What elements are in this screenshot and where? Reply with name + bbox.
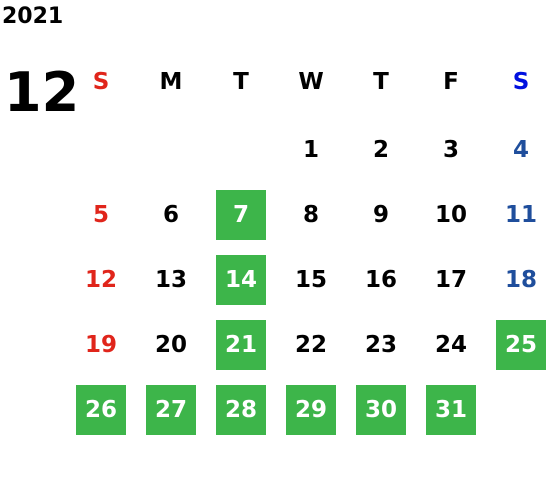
day-cell: 16 bbox=[364, 267, 397, 293]
weekday-label: M bbox=[159, 69, 183, 95]
day-cell: 22 bbox=[294, 332, 327, 358]
weekday-label: F bbox=[443, 69, 459, 95]
day-cell: 11 bbox=[504, 202, 537, 228]
day-cell: 1 bbox=[302, 137, 319, 163]
day-cell: 4 bbox=[512, 137, 529, 163]
weekday-label: T bbox=[373, 69, 389, 95]
year: 2021 bbox=[2, 4, 64, 29]
day-cell: 30 bbox=[356, 385, 406, 435]
day-cell: 17 bbox=[434, 267, 467, 293]
day-cell: 28 bbox=[216, 385, 266, 435]
weekday-label: T bbox=[233, 69, 249, 95]
day-cell: 23 bbox=[364, 332, 397, 358]
weekday-label: S bbox=[512, 69, 530, 95]
day-cell: 5 bbox=[92, 202, 109, 228]
day-cell: 25 bbox=[496, 320, 546, 370]
day-cell: 12 bbox=[84, 267, 117, 293]
day-cell: 10 bbox=[434, 202, 467, 228]
day-cell: 24 bbox=[434, 332, 467, 358]
day-cell: 15 bbox=[294, 267, 327, 293]
day-cell: 13 bbox=[154, 267, 187, 293]
day-cell: 29 bbox=[286, 385, 336, 435]
day-cell: 31 bbox=[426, 385, 476, 435]
day-cell: 18 bbox=[504, 267, 537, 293]
day-cell: 27 bbox=[146, 385, 196, 435]
weekday-label: S bbox=[92, 69, 110, 95]
day-cell: 6 bbox=[162, 202, 179, 228]
day-cell: 20 bbox=[154, 332, 187, 358]
day-cell: 26 bbox=[76, 385, 126, 435]
day-cell: 2 bbox=[372, 137, 389, 163]
day-cell: 21 bbox=[216, 320, 266, 370]
weekday-label: W bbox=[298, 69, 324, 95]
day-cell: 9 bbox=[372, 202, 389, 228]
day-cell: 19 bbox=[84, 332, 117, 358]
day-cell: 14 bbox=[216, 255, 266, 305]
day-cell: 7 bbox=[216, 190, 266, 240]
month: 12 bbox=[4, 61, 80, 124]
day-cell: 3 bbox=[442, 137, 459, 163]
day-cell: 8 bbox=[302, 202, 319, 228]
